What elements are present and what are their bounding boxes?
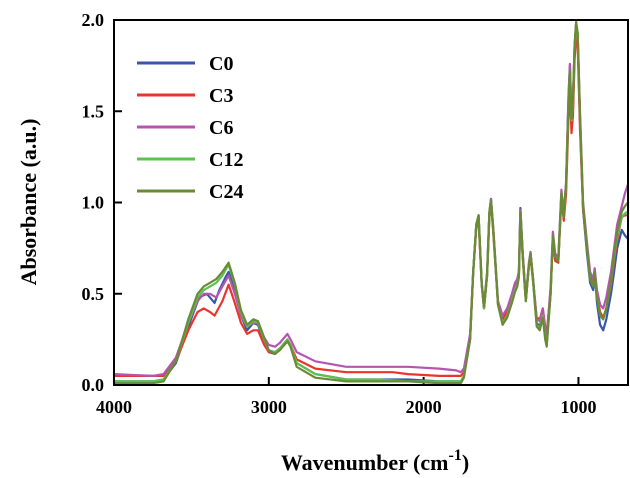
y-tick-label: 0.0 — [82, 375, 105, 395]
series-line-c24 — [112, 20, 630, 385]
y-tick-label: 2.0 — [82, 10, 105, 30]
x-tick-label: 1000 — [560, 397, 596, 417]
x-axis-title-close: ) — [462, 450, 469, 475]
tick-labels: 4000 3000 2000 1000 0.0 0.5 1.0 1.5 2.0 — [82, 10, 597, 417]
legend-label-c24: C24 — [209, 181, 243, 203]
y-axis-title: Absorbance (a.u.) — [16, 119, 41, 286]
legend: C0 C3 C6 C12 C24 — [137, 53, 243, 203]
y-tick-label: 1.0 — [82, 193, 105, 213]
series-line-c0 — [112, 24, 630, 383]
y-tick-label: 1.5 — [82, 101, 105, 121]
plot-frame — [113, 19, 629, 386]
x-axis-title: Wavenumber (cm-1) — [281, 447, 469, 475]
series-line-c12 — [112, 22, 630, 383]
y-tick-label: 0.5 — [82, 284, 105, 304]
x-tick-label: 2000 — [406, 397, 442, 417]
x-tick-label: 3000 — [251, 397, 287, 417]
plot-lines — [112, 20, 630, 385]
x-axis-title-main: Wavenumber (cm — [281, 450, 449, 475]
x-axis-title-superscript: -1 — [448, 447, 461, 464]
legend-label-c12: C12 — [209, 149, 243, 171]
legend-label-c0: C0 — [209, 53, 233, 75]
axis-ticks — [113, 19, 580, 386]
legend-label-c6: C6 — [209, 117, 233, 139]
series-line-c3 — [112, 33, 630, 377]
legend-label-c3: C3 — [209, 85, 233, 107]
x-tick-label: 4000 — [96, 397, 132, 417]
